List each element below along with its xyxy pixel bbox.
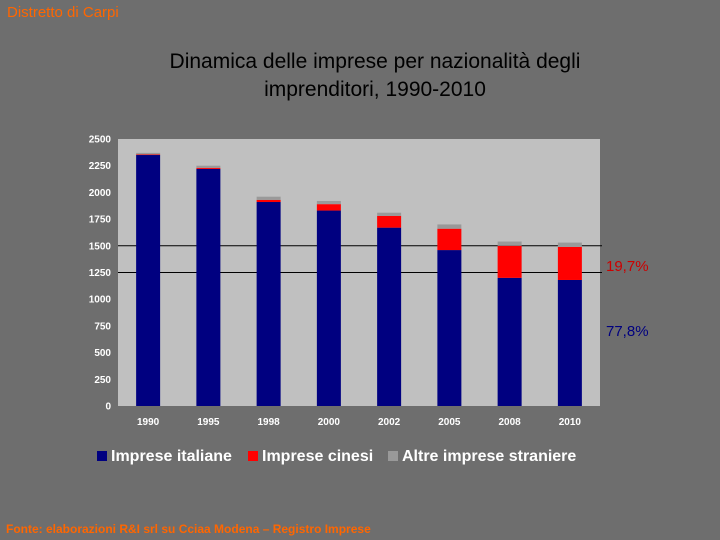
bar-2008-altre <box>497 241 522 246</box>
bar-2000-altre <box>316 200 341 205</box>
x-tick-2010: 2010 <box>559 417 582 428</box>
bar-2010-italiane <box>557 279 582 406</box>
bar-2008-italiane <box>497 277 522 406</box>
annotation-lower-percent: 77,8% <box>606 323 649 340</box>
x-tick-2005: 2005 <box>438 417 461 428</box>
legend-label-cinesi: Imprese cinesi <box>262 448 373 465</box>
x-tick-1998: 1998 <box>258 417 281 428</box>
bar-1990-altre <box>136 152 161 155</box>
bar-2010-cinesi <box>557 246 582 280</box>
bar-1990-italiane <box>136 155 161 406</box>
bar-1990-cinesi <box>136 154 161 156</box>
annotation-upper-percent: 19,7% <box>606 258 649 275</box>
y-tick-2500: 2500 <box>89 135 112 146</box>
bar-2008-cinesi <box>497 245 522 278</box>
x-tick-2008: 2008 <box>499 417 522 428</box>
bar-1995-italiane <box>196 168 221 406</box>
bar-1995-altre <box>196 165 221 168</box>
legend: Imprese italiane Imprese cinesi Altre impr… <box>97 448 576 465</box>
source-note: Fonte: elaborazioni R&I srl su Cciaa Mod… <box>6 522 371 536</box>
title-line-1: Dinamica delle imprese per nazionalità d… <box>169 50 581 73</box>
bar-2005-italiane <box>437 250 462 406</box>
x-tick-2000: 2000 <box>318 417 341 428</box>
bar-2002-italiane <box>377 227 402 406</box>
slide-title: Dinamica delle imprese per nazionalità d… <box>60 48 690 104</box>
legend-label-altre: Altre imprese straniere <box>402 448 576 465</box>
y-tick-0: 0 <box>105 402 111 413</box>
y-tick-1750: 1750 <box>89 215 112 226</box>
bar-2000-cinesi <box>316 204 341 211</box>
bar-2005-cinesi <box>437 228 462 251</box>
y-tick-1500: 1500 <box>89 241 112 252</box>
y-tick-1000: 1000 <box>89 295 112 306</box>
title-line-2: imprenditori, 1990-2010 <box>264 78 486 101</box>
bar-1998-cinesi <box>256 199 281 203</box>
bar-2010-altre <box>557 242 582 247</box>
y-tick-750: 750 <box>94 321 111 332</box>
legend-swatch-altre <box>388 451 398 461</box>
bars <box>136 152 582 406</box>
y-tick-1250: 1250 <box>89 268 112 279</box>
x-axis-ticks: 1990 1995 1998 2000 2002 2005 2008 2010 <box>137 417 581 428</box>
bar-2005-altre <box>437 224 462 229</box>
y-tick-2250: 2250 <box>89 161 112 172</box>
legend-swatch-italiane <box>97 451 107 461</box>
bar-1998-italiane <box>256 202 281 406</box>
legend-swatch-cinesi <box>248 451 258 461</box>
bar-1998-altre <box>256 196 281 200</box>
y-tick-2000: 2000 <box>89 188 112 199</box>
x-tick-1990: 1990 <box>137 417 160 428</box>
bar-2002-cinesi <box>377 215 402 228</box>
y-axis-ticks: 0 250 500 750 1000 1250 1500 1750 2000 2250 2500 <box>89 135 112 413</box>
x-tick-2002: 2002 <box>378 417 401 428</box>
x-tick-1995: 1995 <box>197 417 220 428</box>
bar-2002-altre <box>377 212 402 216</box>
bar-1995-cinesi <box>196 167 221 169</box>
bar-2000-italiane <box>316 210 341 406</box>
district-label: Distretto di Carpi <box>7 4 119 21</box>
y-tick-250: 250 <box>94 375 111 386</box>
y-tick-500: 500 <box>94 348 111 359</box>
legend-label-italiane: Imprese italiane <box>111 448 232 465</box>
